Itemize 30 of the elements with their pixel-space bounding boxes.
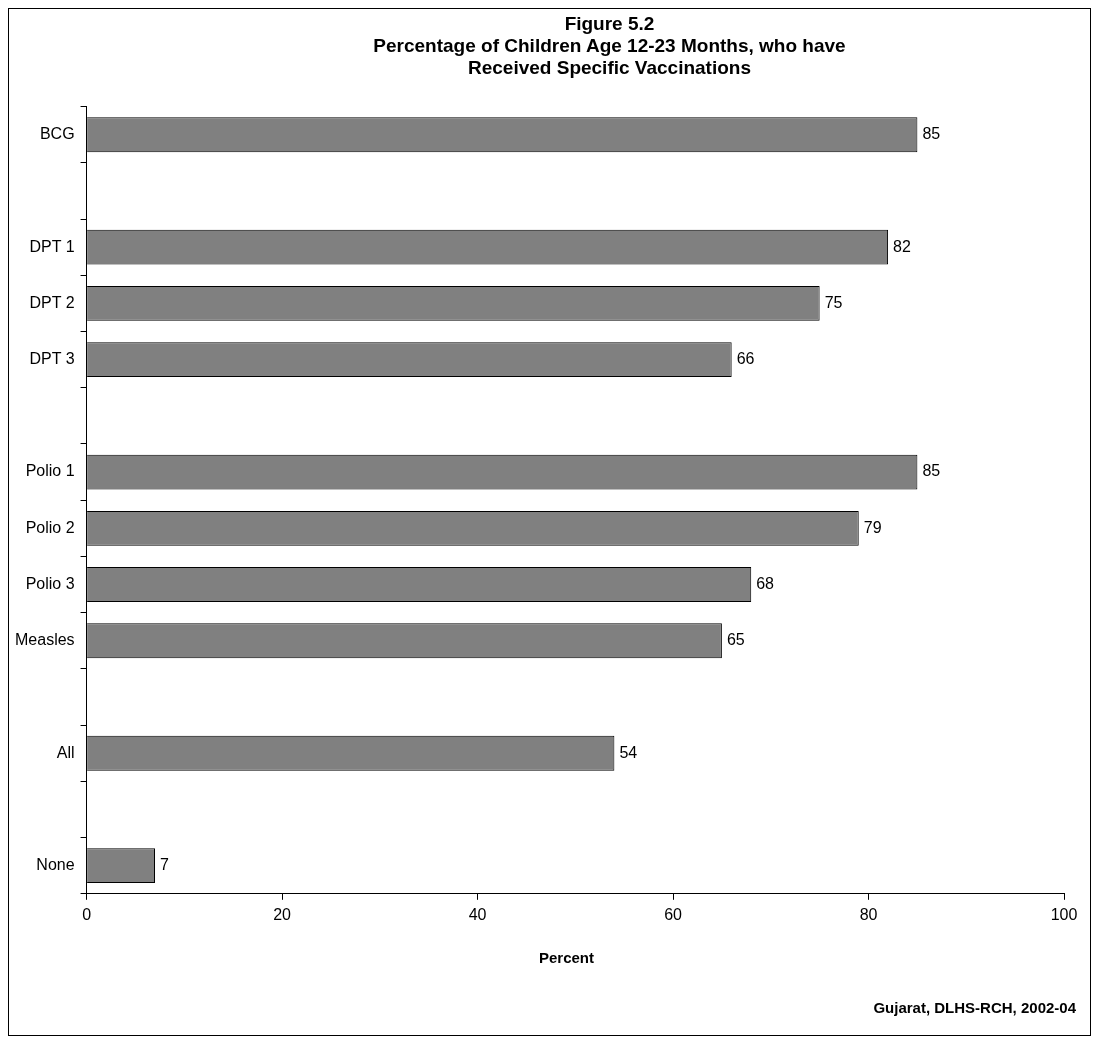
y-tick-label: DPT 3 bbox=[29, 350, 75, 368]
y-tick-label: Polio 1 bbox=[25, 462, 75, 480]
data-label: 75 bbox=[824, 293, 843, 311]
y-tick-label: None bbox=[36, 856, 75, 874]
chart-title: Figure 5.2 bbox=[563, 13, 656, 35]
data-label: 7 bbox=[160, 856, 169, 874]
x-tick-label: 20 bbox=[273, 905, 292, 923]
y-tick-label: Polio 3 bbox=[25, 574, 75, 592]
data-label: 85 bbox=[922, 462, 941, 480]
data-label: 68 bbox=[756, 574, 775, 592]
data-label: 65 bbox=[726, 631, 745, 649]
chart-subtitle: Percentage of Children Age 12-23 Months, who have Received Specific Vaccinations bbox=[372, 35, 847, 79]
x-tick-label: 0 bbox=[82, 905, 92, 923]
x-tick-label: 80 bbox=[859, 905, 878, 923]
x-tick-label: 60 bbox=[664, 905, 683, 923]
x-axis-title: Percent bbox=[539, 949, 595, 966]
y-tick-label: DPT 1 bbox=[29, 237, 75, 255]
x-tick-label: 100 bbox=[1050, 905, 1078, 923]
data-label: 79 bbox=[863, 518, 882, 536]
x-tick-label: 40 bbox=[468, 905, 487, 923]
y-tick-label: Polio 2 bbox=[25, 518, 75, 536]
y-tick-label: BCG bbox=[39, 125, 75, 143]
data-label: 85 bbox=[922, 125, 941, 143]
y-tick-label: All bbox=[56, 743, 75, 761]
data-label: 54 bbox=[619, 743, 638, 761]
data-label: 82 bbox=[893, 237, 911, 255]
text: Gujarat, DLHS-RCH, 2002-04 bbox=[873, 999, 1076, 1016]
y-tick-label: DPT 2 bbox=[29, 293, 75, 311]
y-tick-label: Measles bbox=[15, 631, 75, 649]
data-label: 66 bbox=[736, 350, 755, 368]
